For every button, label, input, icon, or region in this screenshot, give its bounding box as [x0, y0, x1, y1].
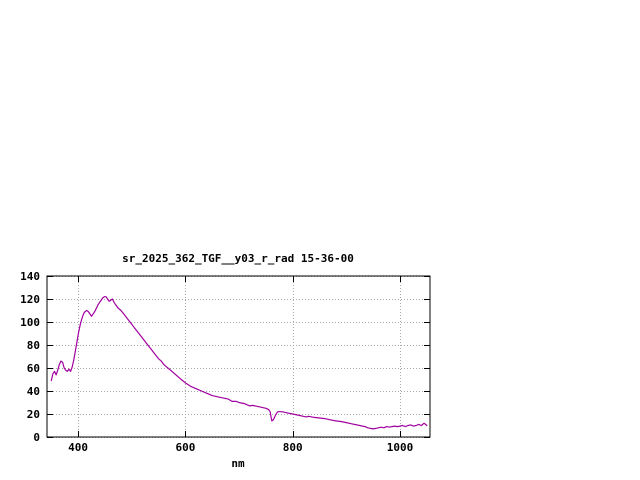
x-tick-label: 400 — [68, 441, 88, 454]
y-tick-label: 100 — [20, 316, 40, 329]
x-tick-label: 800 — [283, 441, 303, 454]
x-tick-label: 1000 — [387, 441, 414, 454]
grid-layer — [47, 276, 430, 438]
plot-border — [46, 275, 431, 438]
x-tick-label: 600 — [175, 441, 195, 454]
y-tick-label: 120 — [20, 293, 40, 306]
y-tick-label: 140 — [20, 270, 40, 283]
y-tick-label: 80 — [27, 339, 40, 352]
y-tick-label: 0 — [33, 431, 40, 444]
axis-labels: 400 600 800 1000 0 20 40 60 80 100 120 140 — [20, 270, 413, 454]
chart-title: sr_2025_362_TGF__y03_r_rad 15-36-00 — [122, 252, 354, 265]
series-line — [50, 296, 428, 430]
y-tick-label: 40 — [27, 385, 40, 398]
y-tick-label: 20 — [27, 408, 40, 421]
x-axis-label: nm — [231, 457, 245, 470]
tick-layer — [47, 276, 430, 438]
y-tick-label: 60 — [27, 362, 40, 375]
